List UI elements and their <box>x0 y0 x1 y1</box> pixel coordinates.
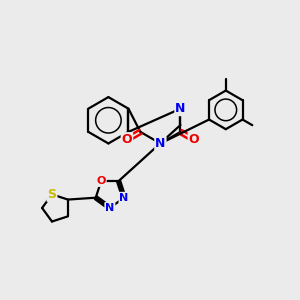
Text: O: O <box>189 133 199 146</box>
Text: O: O <box>97 176 106 186</box>
Text: N: N <box>155 137 166 150</box>
Text: N: N <box>175 102 186 115</box>
Text: N: N <box>105 203 115 213</box>
Text: N: N <box>119 193 129 203</box>
Text: O: O <box>122 133 132 146</box>
Text: S: S <box>47 188 56 201</box>
